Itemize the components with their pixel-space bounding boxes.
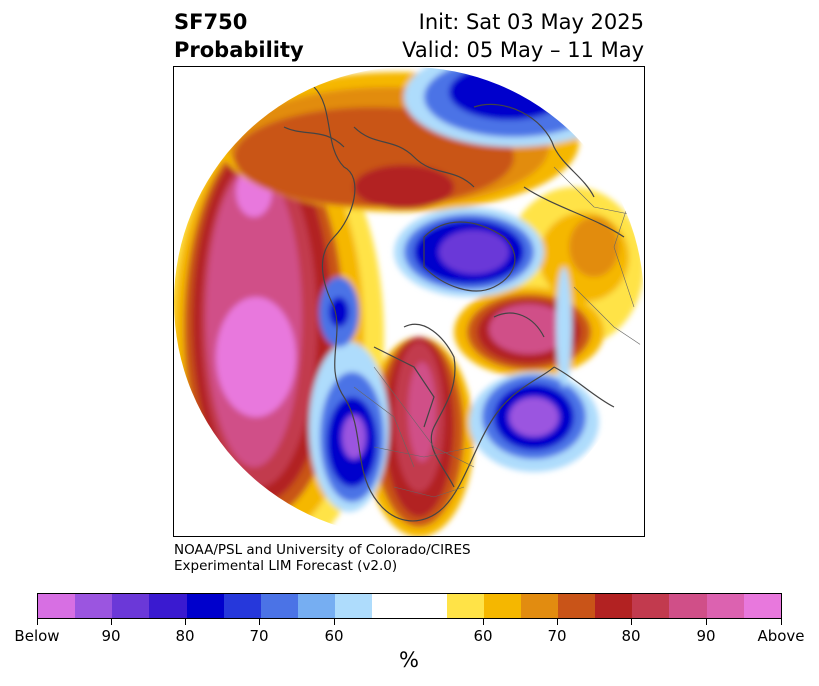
colorbar-tick-label: 70 (249, 627, 269, 645)
colorbar-segment (186, 594, 224, 618)
colorbar-tick (334, 619, 335, 625)
colorbar-segment (595, 594, 633, 618)
title-right: Init: Sat 03 May 2025 Valid: 05 May – 11… (402, 8, 644, 64)
colorbar-segment (483, 594, 521, 618)
colorbar-segment (409, 594, 447, 618)
colorbar-segment (446, 594, 484, 618)
colorbar-tick-label: Above (757, 627, 805, 645)
title-variable: SF750 (174, 10, 248, 34)
colorbar-tick (781, 619, 782, 625)
colorbar-segment (297, 594, 336, 618)
colorbar-segment (149, 594, 187, 618)
credit-line-1: NOAA/PSL and University of Colorado/CIRE… (174, 542, 471, 558)
colorbar-segment (75, 594, 113, 618)
colorbar-tick-label: Below (14, 627, 60, 645)
colorbar-tick-label: 80 (621, 627, 641, 645)
colorbar-segment (112, 594, 150, 618)
colorbar-tick-label: 90 (696, 627, 716, 645)
forecast-map (173, 66, 645, 537)
map-canvas (174, 67, 644, 536)
colorbar-tick-label: 70 (547, 627, 567, 645)
colorbar-tick (631, 619, 632, 625)
title-left: SF750 Probability (174, 8, 304, 64)
colorbar-tick (37, 619, 38, 625)
credit-line-2: Experimental LIM Forecast (v2.0) (174, 558, 398, 574)
colorbar-tick (706, 619, 707, 625)
colorbar-tick (111, 619, 112, 625)
colorbar-segment (38, 594, 76, 618)
colorbar-tick-label: 60 (473, 627, 493, 645)
valid-range: Valid: 05 May – 11 May (402, 38, 644, 62)
colorbar-unit: % (399, 648, 419, 672)
colorbar-segment (260, 594, 298, 618)
colorbar-tick (557, 619, 558, 625)
colorbar-tick-label: 90 (101, 627, 121, 645)
colorbar-segment (335, 594, 373, 618)
colorbar-tick-label: 60 (324, 627, 344, 645)
credit-text: NOAA/PSL and University of Colorado/CIRE… (174, 542, 471, 574)
colorbar-segment (372, 594, 410, 618)
colorbar-segment (520, 594, 558, 618)
colorbar-tick-label: 80 (175, 627, 195, 645)
colorbar-segment (557, 594, 596, 618)
colorbar-segment (223, 594, 261, 618)
colorbar-segment (669, 594, 707, 618)
colorbar-tick (483, 619, 484, 625)
colorbar-segment (632, 594, 670, 618)
colorbar (37, 593, 782, 619)
colorbar-segment (743, 594, 781, 618)
colorbar-tick (185, 619, 186, 625)
colorbar-tick (259, 619, 260, 625)
colorbar-segment (706, 594, 744, 618)
init-date: Init: Sat 03 May 2025 (418, 10, 644, 34)
title-type: Probability (174, 38, 304, 62)
coastlines (283, 86, 625, 522)
